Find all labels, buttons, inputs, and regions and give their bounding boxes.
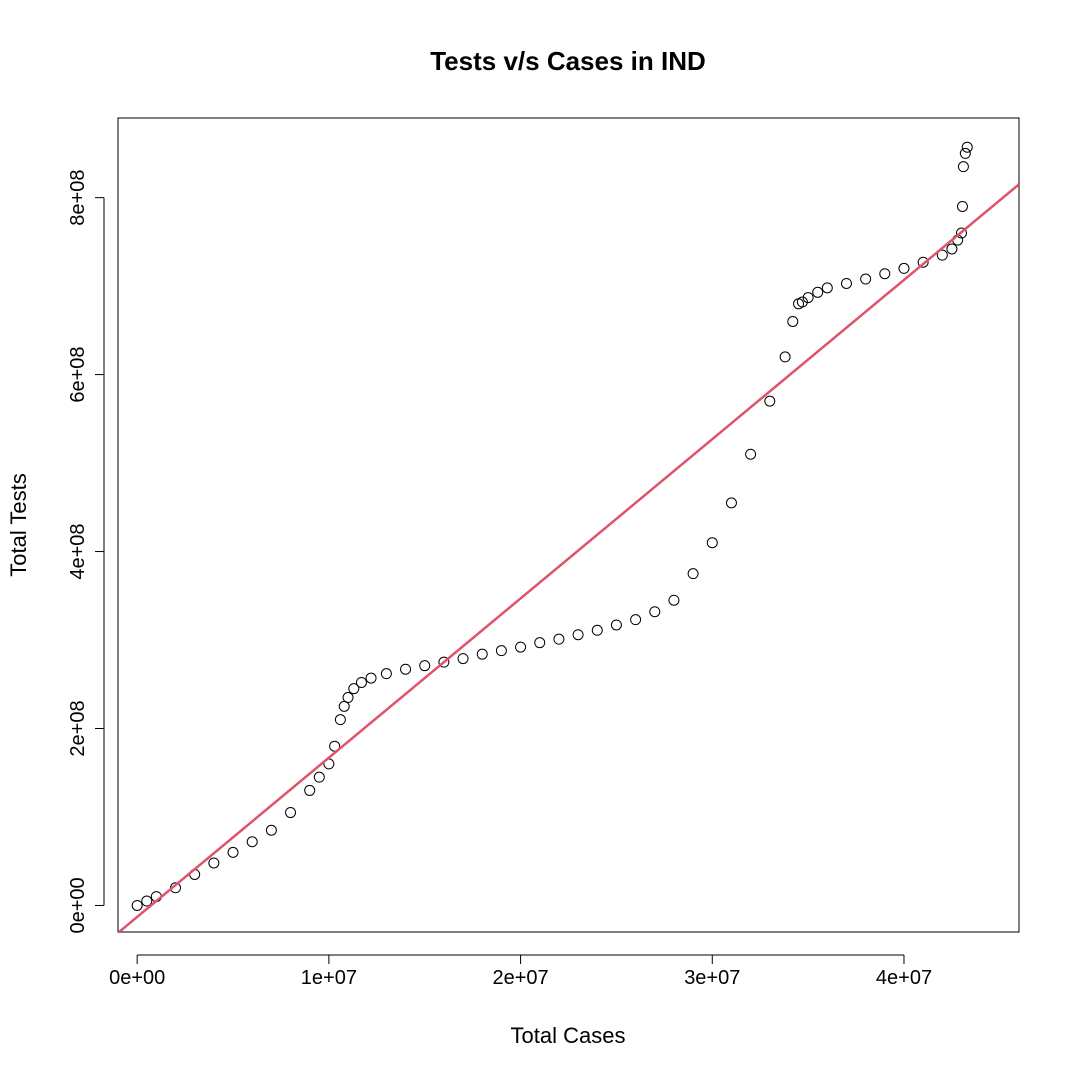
- data-point: [419, 660, 431, 672]
- data-point: [787, 316, 799, 327]
- data-point: [610, 619, 622, 631]
- data-point: [438, 656, 450, 668]
- data-point: [131, 899, 143, 911]
- x-tick-label: 0e+00: [109, 967, 165, 989]
- data-point: [959, 147, 971, 159]
- data-point: [956, 200, 968, 212]
- data-point: [706, 537, 718, 549]
- y-tick-label: 6e+08: [67, 347, 89, 403]
- data-point: [227, 846, 239, 858]
- plot-frame: [117, 117, 1020, 933]
- data-point: [334, 714, 346, 726]
- x-tick-label: 4e+07: [876, 967, 932, 989]
- data-point: [313, 771, 325, 783]
- y-axis-label: Total Tests: [6, 473, 31, 577]
- data-point: [796, 296, 808, 308]
- data-point: [821, 282, 833, 294]
- y-tick-label: 4e+08: [67, 523, 89, 579]
- data-point: [380, 668, 392, 680]
- data-point: [265, 824, 277, 836]
- data-point: [946, 243, 958, 255]
- data-point: [342, 692, 354, 704]
- data-point: [534, 637, 546, 649]
- data-point: [591, 624, 603, 636]
- data-point: [961, 141, 973, 153]
- data-point: [725, 497, 737, 509]
- regression-line: [118, 183, 1019, 932]
- data-point: [348, 683, 360, 695]
- data-point: [141, 895, 153, 907]
- data-point: [802, 292, 814, 304]
- x-axis: 0e+00 1e+07 2e+07 3e+07 4e+07: [109, 954, 932, 989]
- data-point: [668, 594, 680, 606]
- data-point: [840, 277, 852, 289]
- data-point: [745, 448, 757, 460]
- data-point: [955, 227, 967, 239]
- data-point: [779, 351, 791, 363]
- data-point: [400, 663, 412, 675]
- x-tick-label: 3e+07: [684, 967, 740, 989]
- x-tick-label: 2e+07: [492, 967, 548, 989]
- data-point: [495, 645, 507, 657]
- x-axis-label: Total Cases: [511, 1023, 626, 1048]
- data-point: [304, 784, 316, 796]
- data-point: [515, 641, 527, 653]
- data-point: [285, 807, 297, 819]
- data-point: [329, 740, 341, 752]
- data-point: [936, 249, 948, 261]
- y-axis: 0e+00 2e+08 4e+08 6e+08 8e+08: [67, 170, 105, 934]
- data-point: [457, 653, 469, 665]
- data-point: [898, 262, 910, 274]
- x-tick-label: 1e+07: [301, 967, 357, 989]
- data-point: [476, 648, 488, 660]
- y-tick-label: 0e+00: [67, 877, 89, 933]
- data-point: [860, 273, 872, 285]
- data-point: [553, 633, 565, 645]
- data-point: [355, 676, 367, 688]
- data-point: [649, 606, 661, 618]
- y-tick-label: 8e+08: [67, 170, 89, 226]
- data-point: [630, 614, 642, 626]
- data-point: [572, 629, 584, 641]
- data-point: [917, 256, 929, 268]
- data-point: [812, 286, 824, 298]
- data-point: [208, 857, 220, 869]
- data-point: [365, 672, 377, 684]
- data-point: [246, 836, 258, 848]
- y-tick-label: 2e+08: [67, 700, 89, 756]
- chart-title: Tests v/s Cases in IND: [430, 46, 706, 76]
- data-point: [764, 395, 776, 407]
- data-point: [879, 268, 891, 280]
- data-point: [957, 161, 969, 173]
- data-point: [687, 568, 699, 580]
